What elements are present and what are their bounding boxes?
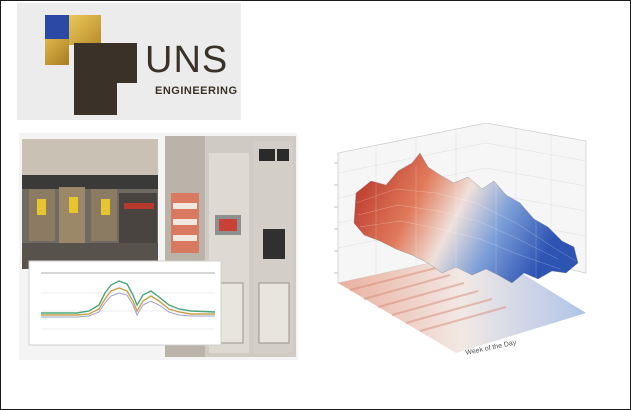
switchgear-photo-collage	[19, 133, 298, 360]
logo-subtitle-text: ENGINEERING	[155, 85, 238, 97]
logo: UNS ENGINEERING	[17, 3, 241, 120]
logo-blue-square	[45, 15, 69, 39]
surface-plot: Week of the Day	[316, 122, 606, 375]
logo-brand-text: UNS	[145, 39, 229, 81]
logo-gold-square-lower	[45, 39, 69, 65]
surface-plot-illustration: Week of the Day	[334, 122, 587, 357]
switchgear-photo-illustration	[22, 136, 296, 357]
logo-dark-block-upper	[105, 43, 137, 83]
logo-gold-square	[69, 15, 101, 45]
